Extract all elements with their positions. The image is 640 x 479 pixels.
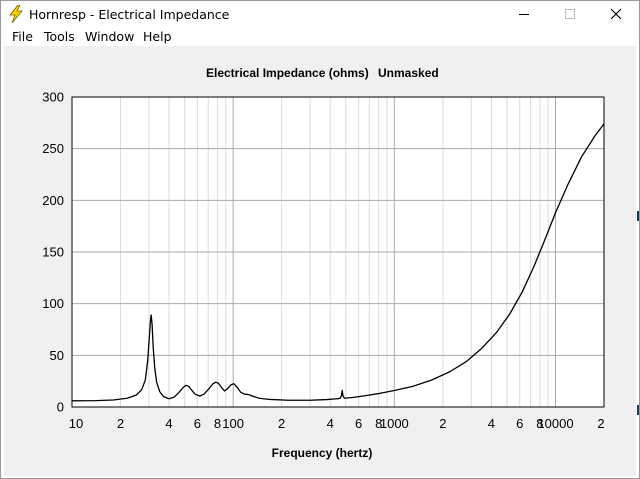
- impedance-curve: [71, 123, 605, 402]
- menu-help[interactable]: Help: [143, 29, 172, 44]
- x-tick-label: 2: [278, 416, 285, 431]
- lightning-bolt-icon: [9, 5, 23, 23]
- edge-artifact: [637, 405, 639, 415]
- menu-window[interactable]: Window: [85, 29, 135, 44]
- x-tick-label: 10: [69, 416, 83, 431]
- x-tick-label: 8: [375, 416, 382, 431]
- close-icon: [610, 8, 622, 20]
- chart-subtitle: Unmasked: [378, 66, 439, 80]
- y-tick-label: 150: [42, 245, 64, 260]
- maximize-button[interactable]: [547, 1, 593, 27]
- maximize-icon: [565, 9, 575, 19]
- x-axis-label: Frequency (hertz): [272, 446, 373, 460]
- x-tick-label: 2: [597, 416, 604, 431]
- menu-file[interactable]: File: [12, 29, 33, 44]
- x-tick-label: 1000: [380, 416, 409, 431]
- x-tick-label: 6: [355, 416, 362, 431]
- edge-artifact: [637, 211, 639, 221]
- x-tick-label: 100: [222, 416, 244, 431]
- y-tick-label: 50: [50, 348, 64, 363]
- minimize-button[interactable]: [501, 1, 547, 27]
- y-tick-label: 100: [42, 296, 64, 311]
- x-tick-label: 2: [439, 416, 446, 431]
- x-tick-label: 2: [117, 416, 124, 431]
- x-tick-label: 6: [194, 416, 201, 431]
- x-tick-label: 4: [488, 416, 495, 431]
- minimize-icon: [519, 14, 529, 15]
- y-tick-label: 0: [57, 400, 64, 415]
- y-tick-label: 200: [42, 193, 64, 208]
- x-tick-label: 8: [214, 416, 221, 431]
- menu-tools[interactable]: Tools: [44, 29, 75, 44]
- x-tick-label: 8: [536, 416, 543, 431]
- window-title: Hornresp - Electrical Impedance: [29, 7, 230, 22]
- chart-panel: Electrical Impedance (ohms) Unmasked 0 50…: [4, 46, 636, 476]
- x-tick-label: 4: [327, 416, 334, 431]
- y-tick-label: 300: [42, 90, 64, 105]
- chart-title: Electrical Impedance (ohms): [206, 66, 369, 80]
- impedance-chart: Electrical Impedance (ohms) Unmasked 0 50…: [42, 66, 605, 460]
- grid: [72, 97, 604, 407]
- close-button[interactable]: [593, 1, 639, 27]
- menu-bar: File Tools Window Help: [1, 27, 639, 46]
- y-tick-label: 250: [42, 141, 64, 156]
- title-bar[interactable]: Hornresp - Electrical Impedance: [1, 1, 639, 27]
- x-tick-label: 6: [516, 416, 523, 431]
- plot-frame: [71, 96, 605, 408]
- series: [71, 123, 605, 402]
- x-tick-label: 4: [165, 416, 172, 431]
- x-tick-label: 10000: [537, 416, 573, 431]
